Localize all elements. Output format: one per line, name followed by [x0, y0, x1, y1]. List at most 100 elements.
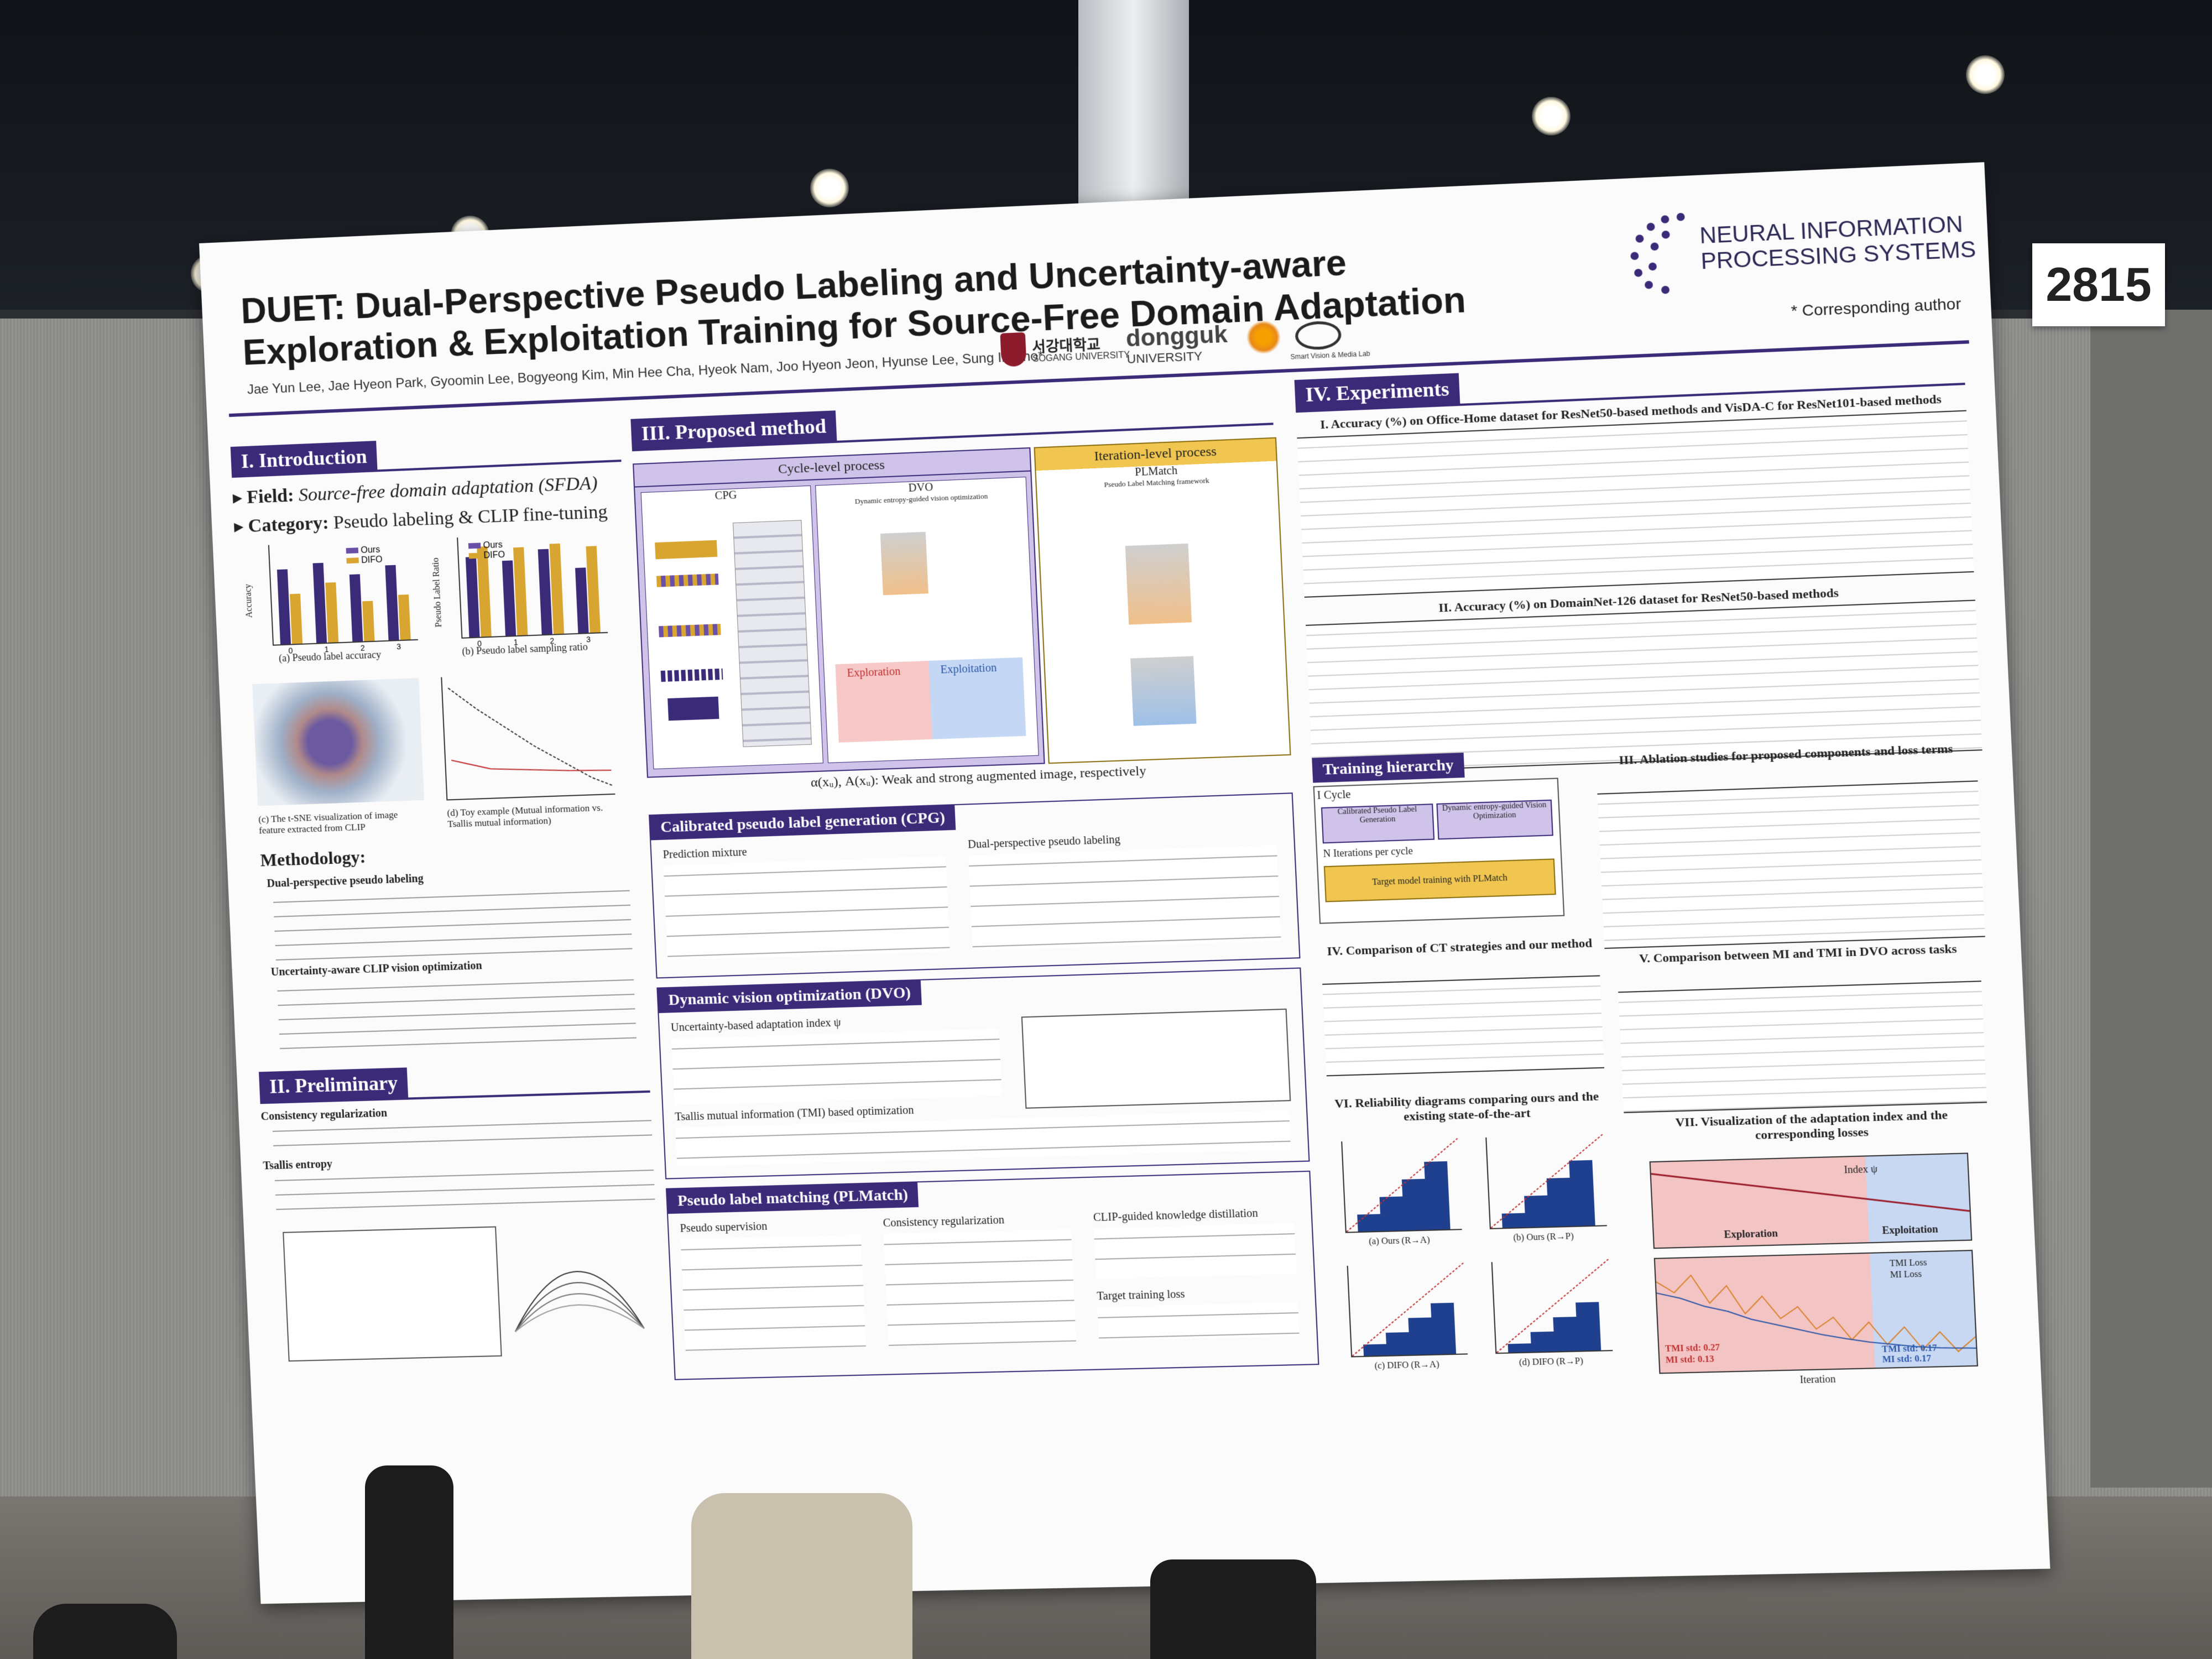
cpg-left-label: Prediction mixture [662, 846, 747, 862]
hierarchy-cycle-box: I Cycle Calibrated Pseudo Label Generati… [1313, 778, 1565, 924]
methodology-item-1: Dual-perspective pseudo labeling [267, 873, 424, 890]
toy-example-plot [441, 671, 615, 800]
index-legend: Index ψ [1844, 1163, 1877, 1176]
mi-curve [451, 755, 611, 776]
target-box [655, 540, 717, 560]
mi-tmi-table [1618, 980, 1987, 1113]
legend-swatch-difo [469, 553, 482, 559]
dongguk-logo-sub: UNIVERSITY [1126, 349, 1203, 367]
tsallis-table [283, 1227, 502, 1362]
chart-a-ylabel: Accuracy [243, 584, 255, 618]
bar-difo-2 [362, 601, 375, 641]
bar-ours-0 [277, 569, 291, 644]
cycle-level-panel: Cycle-level process CPG DVO Dynamic entr… [633, 447, 1045, 778]
table-6-caption: VI. Reliability diagrams comparing ours … [1328, 1089, 1607, 1126]
mixed-pred-bars [659, 624, 721, 637]
bar-ours-2 [349, 574, 363, 642]
ct-strategy-table [1322, 975, 1604, 1076]
legend-difo: DIFO [361, 555, 383, 566]
chart-c-caption: (c) The t-SNE visualization of image fea… [258, 808, 426, 836]
reliability-diagram-c [1347, 1263, 1468, 1358]
reliability-caption-c: (c) DIFO (R→A) [1374, 1360, 1439, 1371]
corresponding-note: * Corresponding author [1791, 295, 1961, 320]
plm-consistency-eq [884, 1229, 1076, 1346]
office-home-table [1297, 410, 1974, 598]
dvo-encoder [880, 532, 928, 596]
plmatch-section: Pseudo label matching (PLMatch) Pseudo s… [666, 1171, 1319, 1380]
target-model-box [1125, 544, 1192, 625]
adaptation-index-plot: Index ψ Exploration Exploitation [1650, 1152, 1973, 1249]
iteration-level-panel: Iteration-level process PLMatch Pseudo L… [1034, 437, 1291, 764]
viz-xlabel: Iteration [1799, 1373, 1836, 1386]
dongguk-logo: dongguk [1125, 321, 1228, 352]
training-hierarchy-heading: Training hierarchy [1312, 753, 1464, 782]
reliability-bars-d [1493, 1259, 1613, 1353]
legend-difo: DIFO [483, 550, 505, 561]
ceiling-light [1532, 97, 1571, 135]
field-value: Source-free domain adaptation (SFDA) [298, 473, 598, 505]
task-specific-pred-bars [656, 573, 719, 587]
dvo-heading: Dynamic vision optimization (DVO) [658, 980, 921, 1013]
ceiling-light [810, 169, 849, 207]
exploitation-label: Exploitation [940, 662, 997, 677]
plm-pseudo-supervision: Pseudo supervision [680, 1220, 768, 1235]
methodology-text-block-2 [277, 972, 637, 1055]
reliability-diagram-d [1491, 1259, 1613, 1354]
preliminary-section: II. Preliminary Consistency regularizati… [259, 1060, 656, 1222]
reliability-caption-a: (a) Ours (R→A) [1369, 1235, 1430, 1247]
reliability-bars-b [1486, 1134, 1606, 1228]
exploration-label: Exploration [847, 665, 901, 680]
legend-swatch-ours [468, 542, 481, 549]
hierarchy-plmatch: Target model training with PLMatch [1324, 858, 1556, 902]
bar-difo-0 [289, 594, 302, 644]
cpg-label: CPG [641, 486, 811, 506]
legend-ours: Ours [361, 545, 380, 555]
dvo-section: Dynamic vision optimization (DVO) Uncert… [656, 967, 1310, 1179]
legend-swatch-difo [346, 557, 359, 564]
dongguk-emblem [1245, 320, 1281, 355]
field-label: Field: [247, 485, 295, 507]
unlabeled-data-column [733, 520, 812, 747]
methodology-text-block-1 [273, 882, 632, 960]
dvo-panel: DVO Dynamic entropy-guided vision optimi… [815, 477, 1039, 763]
mi-std-right: MI std: 0.17 [1882, 1354, 1931, 1365]
chart-pseudo-label-ratio: Pseudo Label Ratio 0123 Ours DIFO (b) Ps… [434, 526, 619, 661]
x-tick-label: 3 [397, 642, 401, 651]
reliability-caption-d: (d) DIFO (R→P) [1519, 1357, 1584, 1368]
chart-a-caption: (a) Pseudo label accuracy [279, 649, 382, 664]
viz-exploration-label: Exploration [1724, 1228, 1778, 1241]
legend-swatch-ours [346, 547, 359, 554]
tmi-curve [448, 682, 612, 791]
reliability-bars-c [1348, 1263, 1468, 1357]
bar-difo-3 [398, 594, 410, 640]
chart-a-legend: Ours DIFO [346, 545, 383, 566]
booth-number-sign: 2815 [2032, 243, 2165, 326]
tsne-visualization [252, 678, 424, 806]
lab-logo-text: Smart Vision & Media Lab [1290, 349, 1370, 361]
plm-pseudo-supervision-eq [681, 1234, 866, 1350]
prelim-text-block-2 [274, 1162, 655, 1222]
cpg-heading: Calibrated pseudo label generation (CPG) [650, 805, 956, 840]
bar-ours-1 [312, 563, 327, 643]
person-legs-left [365, 1465, 453, 1659]
introduction-section: I. Introduction ▸ Field: Source-free dom… [231, 431, 624, 538]
toy-example-curves [442, 671, 615, 799]
tmi-std-right: TMI std: 0.17 [1882, 1343, 1938, 1355]
chart-b-legend: Ours DIFO [468, 540, 505, 562]
viz-exploitation-label: Exploitation [1882, 1223, 1938, 1237]
dvo-tmi-label: Tsallis mutual information (TMI) based o… [675, 1104, 914, 1124]
person-shoes-right [1150, 1559, 1316, 1659]
mi-std-left: MI std: 0.13 [1666, 1354, 1715, 1366]
tsallis-curve-plot [505, 1222, 650, 1337]
reliability-diagram-a [1341, 1138, 1462, 1233]
dvo-notation-box [1021, 1009, 1291, 1109]
bar-difo-1 [325, 582, 338, 643]
plm-distillation-eq [1094, 1223, 1297, 1279]
hierarchy-dvo: Dynamic entropy-guided Vision Optimizati… [1436, 800, 1553, 840]
plmatch-heading: Pseudo label matching (PLMatch) [667, 1182, 919, 1214]
neurips-logo-mark [1629, 209, 1702, 291]
table-7-caption: VII. Visualization of the adaptation ind… [1636, 1107, 1989, 1146]
mi-loss-legend: MI Loss [1890, 1269, 1922, 1280]
vit-box [667, 697, 719, 721]
legend-ours: Ours [483, 540, 503, 550]
